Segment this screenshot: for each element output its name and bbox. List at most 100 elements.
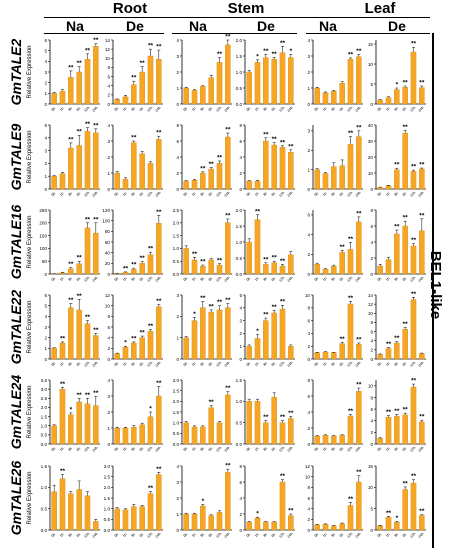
- significance-mark: **: [77, 60, 83, 67]
- x-tick-label: 3h: [67, 361, 73, 367]
- y-tick-label: 2: [107, 93, 110, 98]
- significance-mark: **: [411, 291, 417, 298]
- treatment-header-root-de: De: [126, 18, 144, 34]
- bar: [254, 401, 261, 445]
- x-tick-label: 6h: [208, 361, 214, 367]
- bar: [394, 415, 400, 445]
- y-tick-label: 1.5: [41, 464, 48, 469]
- y-tick-label: 6: [307, 318, 310, 323]
- significance-mark: *: [193, 311, 196, 318]
- x-tick-label: 1h: [191, 361, 197, 367]
- y-tick-label: 0.0: [173, 272, 180, 277]
- significance-mark: **: [288, 508, 294, 515]
- bar: [288, 152, 294, 190]
- x-tick-label: 12h: [146, 191, 153, 198]
- y-tick-label: 2: [107, 346, 110, 351]
- significance-mark: **: [60, 335, 66, 342]
- bar: [208, 311, 214, 360]
- y-tick-label: 2: [307, 252, 310, 257]
- x-tick-label: 1h: [385, 532, 391, 538]
- bar: [225, 472, 231, 531]
- bar: [147, 331, 154, 360]
- bar: [314, 264, 320, 275]
- x-tick-label: 12h: [83, 361, 90, 368]
- y-tick-label: 2.5: [104, 474, 111, 479]
- y-tick-label: 4: [107, 378, 110, 383]
- bar: [263, 320, 269, 360]
- bar: [225, 222, 231, 275]
- bar: [377, 525, 383, 531]
- significance-mark: **: [148, 323, 154, 330]
- bar: [156, 474, 162, 531]
- y-tick-label: 0: [44, 272, 47, 277]
- y-tick-label: 40: [105, 250, 111, 255]
- bar: [419, 230, 425, 275]
- significance-mark: **: [77, 255, 83, 262]
- x-tick-label: 12h: [346, 446, 353, 453]
- y-tick-label: 3: [176, 54, 179, 59]
- significance-mark: **: [60, 468, 66, 475]
- x-tick-label: 3h: [199, 532, 205, 538]
- y-tick-label: 0.5: [236, 256, 243, 261]
- bar: [347, 505, 354, 531]
- x-tick-label: 24h: [287, 191, 294, 198]
- bar: [147, 55, 154, 105]
- significance-mark: **: [68, 297, 74, 304]
- y-tick-label: 0.5: [236, 420, 243, 425]
- x-tick-label: 24h: [155, 191, 162, 198]
- y-tick-label: 3.0: [41, 387, 48, 392]
- significance-mark: **: [280, 414, 286, 421]
- y-tick-label: 1: [44, 346, 47, 351]
- significance-mark: **: [411, 473, 417, 480]
- x-tick-label: 1h: [191, 276, 197, 282]
- x-tick-label: 6h: [139, 276, 145, 282]
- y-tick-label: 3: [107, 139, 110, 144]
- bar: [322, 92, 329, 105]
- bar: [402, 132, 408, 190]
- x-tick-label: 3h: [67, 106, 73, 112]
- x-tick-label: 24h: [224, 532, 231, 539]
- x-tick-label: 1h: [254, 191, 260, 197]
- significance-mark: **: [68, 64, 74, 71]
- y-tick-label: 6: [107, 325, 110, 330]
- x-tick-label: 12h: [346, 106, 353, 113]
- bar: [288, 254, 294, 275]
- bar: [76, 309, 82, 360]
- x-tick-label: 24h: [418, 532, 425, 539]
- bar: [51, 176, 57, 190]
- bar: [131, 427, 137, 445]
- significance-mark: **: [356, 48, 362, 55]
- x-tick-label: 24h: [155, 276, 162, 283]
- bar: [93, 521, 99, 531]
- y-tick-label: 120: [102, 208, 110, 213]
- y-tick-label: 2: [239, 331, 242, 336]
- y-tick-label: 0: [239, 528, 242, 533]
- x-tick-label: 12h: [278, 361, 285, 368]
- y-tick-label: 6: [307, 496, 310, 501]
- x-tick-label: 6h: [76, 446, 82, 452]
- x-tick-label: 6h: [402, 446, 408, 452]
- y-tick-label: 0: [239, 187, 242, 192]
- x-tick-label: 12h: [146, 361, 153, 368]
- bar: [114, 353, 120, 360]
- y-tick-label: 0: [307, 187, 310, 192]
- significance-mark: *: [70, 406, 73, 413]
- bar: [59, 91, 66, 105]
- significance-mark: **: [200, 165, 206, 172]
- bar: [208, 77, 214, 105]
- significance-mark: **: [419, 80, 425, 87]
- bar: [93, 232, 99, 275]
- y-tick-label: 0: [176, 187, 179, 192]
- y-tick-label: 1.0: [236, 399, 243, 404]
- x-tick-label: 24h: [418, 446, 425, 453]
- bar: [322, 435, 329, 445]
- y-tick-label: 2.0: [41, 405, 48, 410]
- bar: [254, 180, 261, 190]
- y-tick-label: 1: [107, 426, 110, 431]
- significance-mark: **: [93, 390, 99, 397]
- x-tick-label: 24h: [287, 446, 294, 453]
- significance-mark: *: [290, 48, 293, 55]
- significance-mark: **: [156, 380, 162, 387]
- x-tick-label: 24h: [418, 361, 425, 368]
- x-tick-label: 0h: [183, 361, 189, 367]
